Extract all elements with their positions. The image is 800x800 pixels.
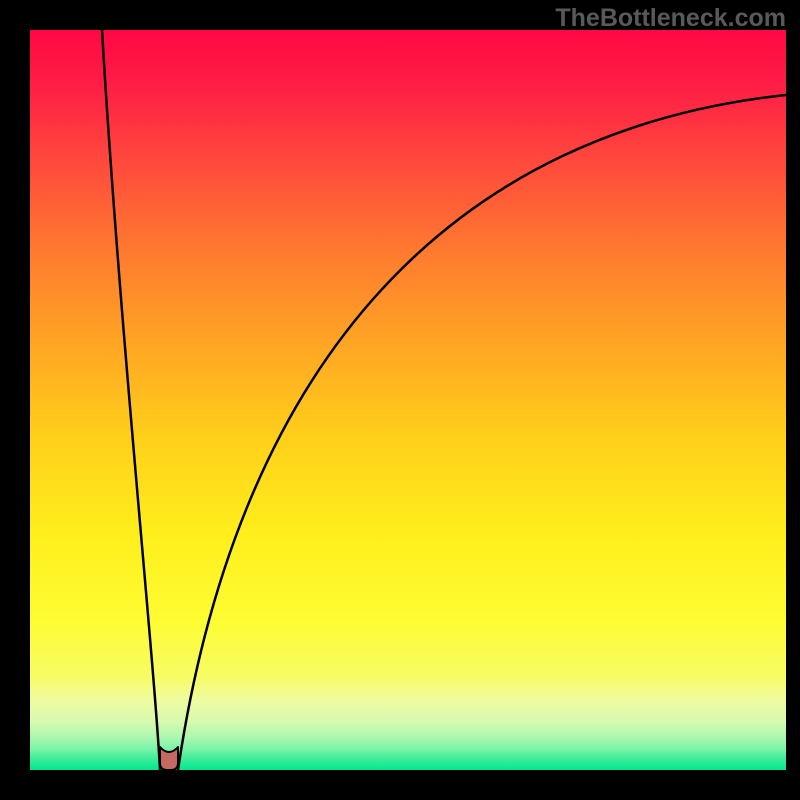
chart-root: TheBottleneck.com bbox=[0, 0, 800, 800]
curve-layer bbox=[30, 30, 786, 770]
cusp-dip-marker bbox=[160, 747, 178, 770]
right-ascending-curve bbox=[178, 95, 786, 770]
watermark-text: TheBottleneck.com bbox=[555, 4, 786, 33]
plot-area bbox=[30, 30, 786, 770]
left-descending-curve bbox=[102, 30, 160, 770]
